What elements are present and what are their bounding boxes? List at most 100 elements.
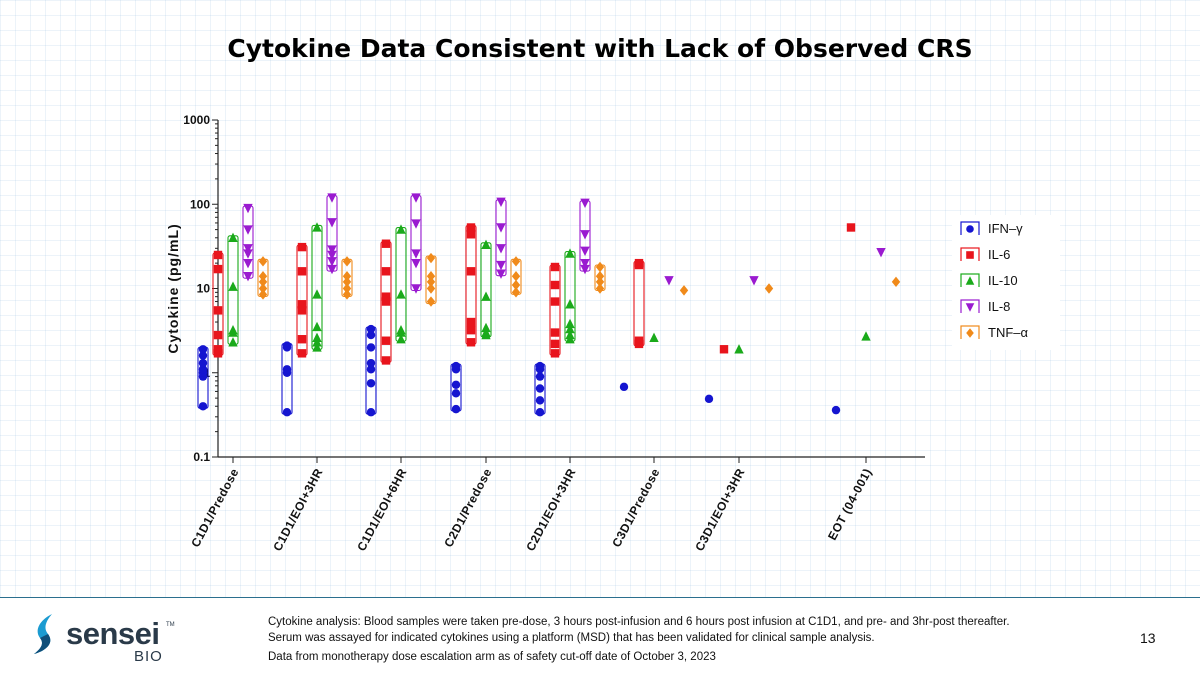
- data-point: [595, 270, 605, 282]
- y-axis-label: Cytokine (pg/mL): [165, 223, 181, 353]
- data-point: [312, 222, 322, 232]
- data-point: [679, 285, 689, 296]
- y-tick-label: 1000: [183, 113, 210, 127]
- data-point: [366, 358, 376, 368]
- data-point: [228, 324, 238, 335]
- data-point: [342, 283, 352, 294]
- data-point: [565, 299, 575, 309]
- legend-item: IL-10: [960, 271, 1018, 289]
- data-point: [243, 244, 253, 254]
- data-point: [535, 408, 545, 417]
- data-point: [426, 283, 436, 294]
- data-point: [282, 408, 292, 417]
- data-point: [496, 269, 506, 279]
- data-point: [282, 341, 292, 350]
- data-point: [366, 343, 376, 352]
- data-point: [327, 257, 337, 267]
- data-point: [243, 225, 253, 235]
- data-point: [312, 321, 322, 332]
- data-point: [664, 276, 674, 286]
- data-point: [342, 256, 352, 267]
- legend-label: IL-10: [988, 272, 1018, 288]
- data-point: [580, 198, 590, 209]
- x-tick-label: EOT (04-001): [825, 466, 875, 543]
- legend-item: IL-8: [960, 297, 1010, 315]
- data-point: [550, 297, 560, 306]
- data-point: [411, 284, 421, 294]
- data-point: [535, 384, 545, 393]
- data-point: [243, 258, 253, 269]
- data-point: [565, 318, 575, 329]
- data-point: [327, 250, 337, 261]
- data-point: [861, 331, 871, 341]
- data-point: [411, 193, 421, 203]
- data-point: [258, 276, 268, 288]
- data-point: [213, 306, 223, 315]
- footer-divider: [0, 597, 1200, 598]
- legend-swatch: [960, 299, 980, 313]
- cytokine-chart: 0.11101001000Cytokine (pg/mL)C1D1/Predos…: [165, 113, 925, 553]
- data-point: [258, 256, 268, 267]
- data-point: [619, 382, 629, 392]
- data-point: [426, 252, 436, 264]
- data-point: [411, 258, 421, 269]
- x-tick-label: C3D1/EOI+3HR: [692, 466, 747, 554]
- x-tick-label: C1D1/EOI+6HR: [354, 466, 409, 554]
- data-point: [342, 276, 352, 288]
- data-point: [565, 323, 575, 334]
- x-tick-label: C3D1/Predose: [609, 466, 662, 550]
- data-point: [550, 262, 560, 272]
- logo-wordmark: sensei: [66, 616, 160, 651]
- chart-marks: [197, 193, 901, 417]
- footer: [0, 598, 1200, 675]
- chart-axes: 0.11101001000Cytokine (pg/mL)C1D1/Predos…: [165, 113, 925, 553]
- legend-swatch: [960, 325, 980, 339]
- data-point: [198, 358, 208, 368]
- x-tick-label: C2D1/Predose: [441, 466, 494, 550]
- data-point: [481, 239, 491, 250]
- legend-label: TNF–α: [988, 324, 1029, 340]
- data-point: [565, 248, 575, 258]
- legend-marker: [965, 303, 975, 312]
- footnote-line-3: Data from monotherapy dose escalation ar…: [268, 651, 716, 663]
- data-point: [381, 292, 391, 301]
- range-box: [410, 195, 422, 292]
- data-point: [411, 219, 421, 229]
- legend-swatch: [960, 273, 980, 287]
- data-point: [327, 218, 337, 228]
- legend-label: IL-6: [988, 246, 1011, 262]
- legend-item: TNF–α: [960, 323, 1028, 341]
- data-point: [243, 249, 253, 259]
- data-point: [342, 289, 352, 300]
- data-point: [496, 197, 506, 207]
- legend-item: IFN–γ: [960, 219, 1023, 237]
- data-point: [496, 223, 506, 233]
- slide-title: Cytokine Data Consistent with Lack of Ob…: [227, 34, 973, 63]
- data-point: [411, 249, 421, 259]
- data-point: [396, 224, 406, 234]
- legend-label: IL-8: [988, 298, 1011, 314]
- data-point: [327, 193, 337, 203]
- data-point: [580, 230, 590, 240]
- data-point: [511, 279, 521, 291]
- data-point: [366, 365, 376, 374]
- data-point: [876, 247, 886, 258]
- data-point: [831, 405, 841, 415]
- data-point: [297, 306, 307, 315]
- data-point: [749, 276, 759, 286]
- data-point: [550, 349, 560, 358]
- data-point: [381, 267, 391, 276]
- data-point: [198, 345, 208, 354]
- x-tick-label: C1D1/EOI+3HR: [270, 466, 325, 554]
- data-point: [312, 332, 322, 342]
- data-point: [297, 300, 307, 309]
- sensei-logo: sensei TM BIO: [30, 612, 180, 667]
- data-point: [258, 283, 268, 294]
- data-point: [466, 317, 476, 327]
- data-point: [550, 280, 560, 290]
- data-point: [312, 289, 322, 299]
- x-tick-label: C1D1/Predose: [188, 466, 241, 550]
- data-point: [396, 324, 406, 335]
- data-point: [228, 281, 238, 291]
- y-tick-label: 10: [197, 282, 211, 296]
